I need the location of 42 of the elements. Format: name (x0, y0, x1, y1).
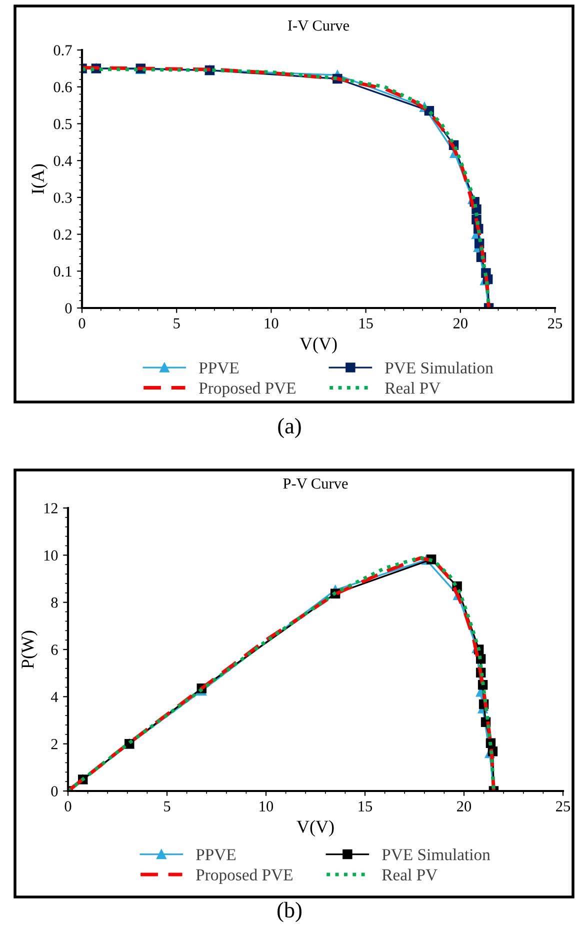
x-tick-label: 25 (556, 801, 570, 812)
x-tick-label: 5 (174, 318, 180, 328)
y-tick-label: 6 (51, 644, 58, 655)
legend-label: Proposed PVE (199, 382, 296, 398)
text: (a) (278, 418, 301, 438)
y-axis-title: P(W) (21, 630, 38, 669)
x-tick-label: 5 (164, 801, 170, 812)
y-tick-label: 10 (44, 550, 58, 561)
y-tick-label: 0 (65, 303, 72, 314)
chart-title: I-V Curve (288, 20, 350, 31)
y-axis-title: I(A) (31, 164, 48, 194)
legend-label: Real PV (382, 868, 438, 881)
x-axis-title: V(V) (300, 337, 337, 354)
y-tick-label: 0 (51, 786, 58, 796)
x-tick-label: 20 (453, 318, 468, 328)
y-tick-label: 0.5 (54, 118, 72, 130)
x-tick-label: 25 (548, 318, 562, 328)
legend-label: PVE Simulation (385, 362, 494, 374)
y-tick-label: 0.1 (54, 266, 72, 277)
legend-label: Proposed PVE (196, 868, 292, 884)
legend-label: Real PV (385, 382, 440, 394)
x-tick-label: 20 (457, 801, 472, 812)
y-tick-label: 0.4 (54, 156, 72, 166)
y-tick-label: 8 (51, 597, 58, 608)
x-tick-label: 0 (78, 318, 86, 328)
x-tick-label: 15 (358, 801, 372, 812)
y-tick-label: 0.7 (54, 45, 72, 56)
y-tick-label: 2 (51, 739, 58, 750)
legend-label: PPVE (196, 849, 236, 860)
legend-label: PPVE (199, 362, 239, 374)
x-tick-label: 15 (360, 318, 373, 328)
x-axis-title: V(V) (296, 820, 334, 837)
x-tick-label: 10 (264, 318, 278, 328)
x-tick-label: 10 (260, 801, 274, 812)
chart-title: P-V Curve (283, 478, 348, 489)
text: (b) (278, 902, 302, 922)
legend-label: PVE Simulation (382, 848, 490, 860)
y-tick-label: 0.3 (54, 192, 72, 203)
y-tick-label: 0.2 (54, 229, 72, 240)
y-tick-label: 4 (50, 692, 58, 702)
y-tick-label: 0.6 (54, 82, 72, 92)
y-tick-label: 12 (44, 503, 58, 514)
